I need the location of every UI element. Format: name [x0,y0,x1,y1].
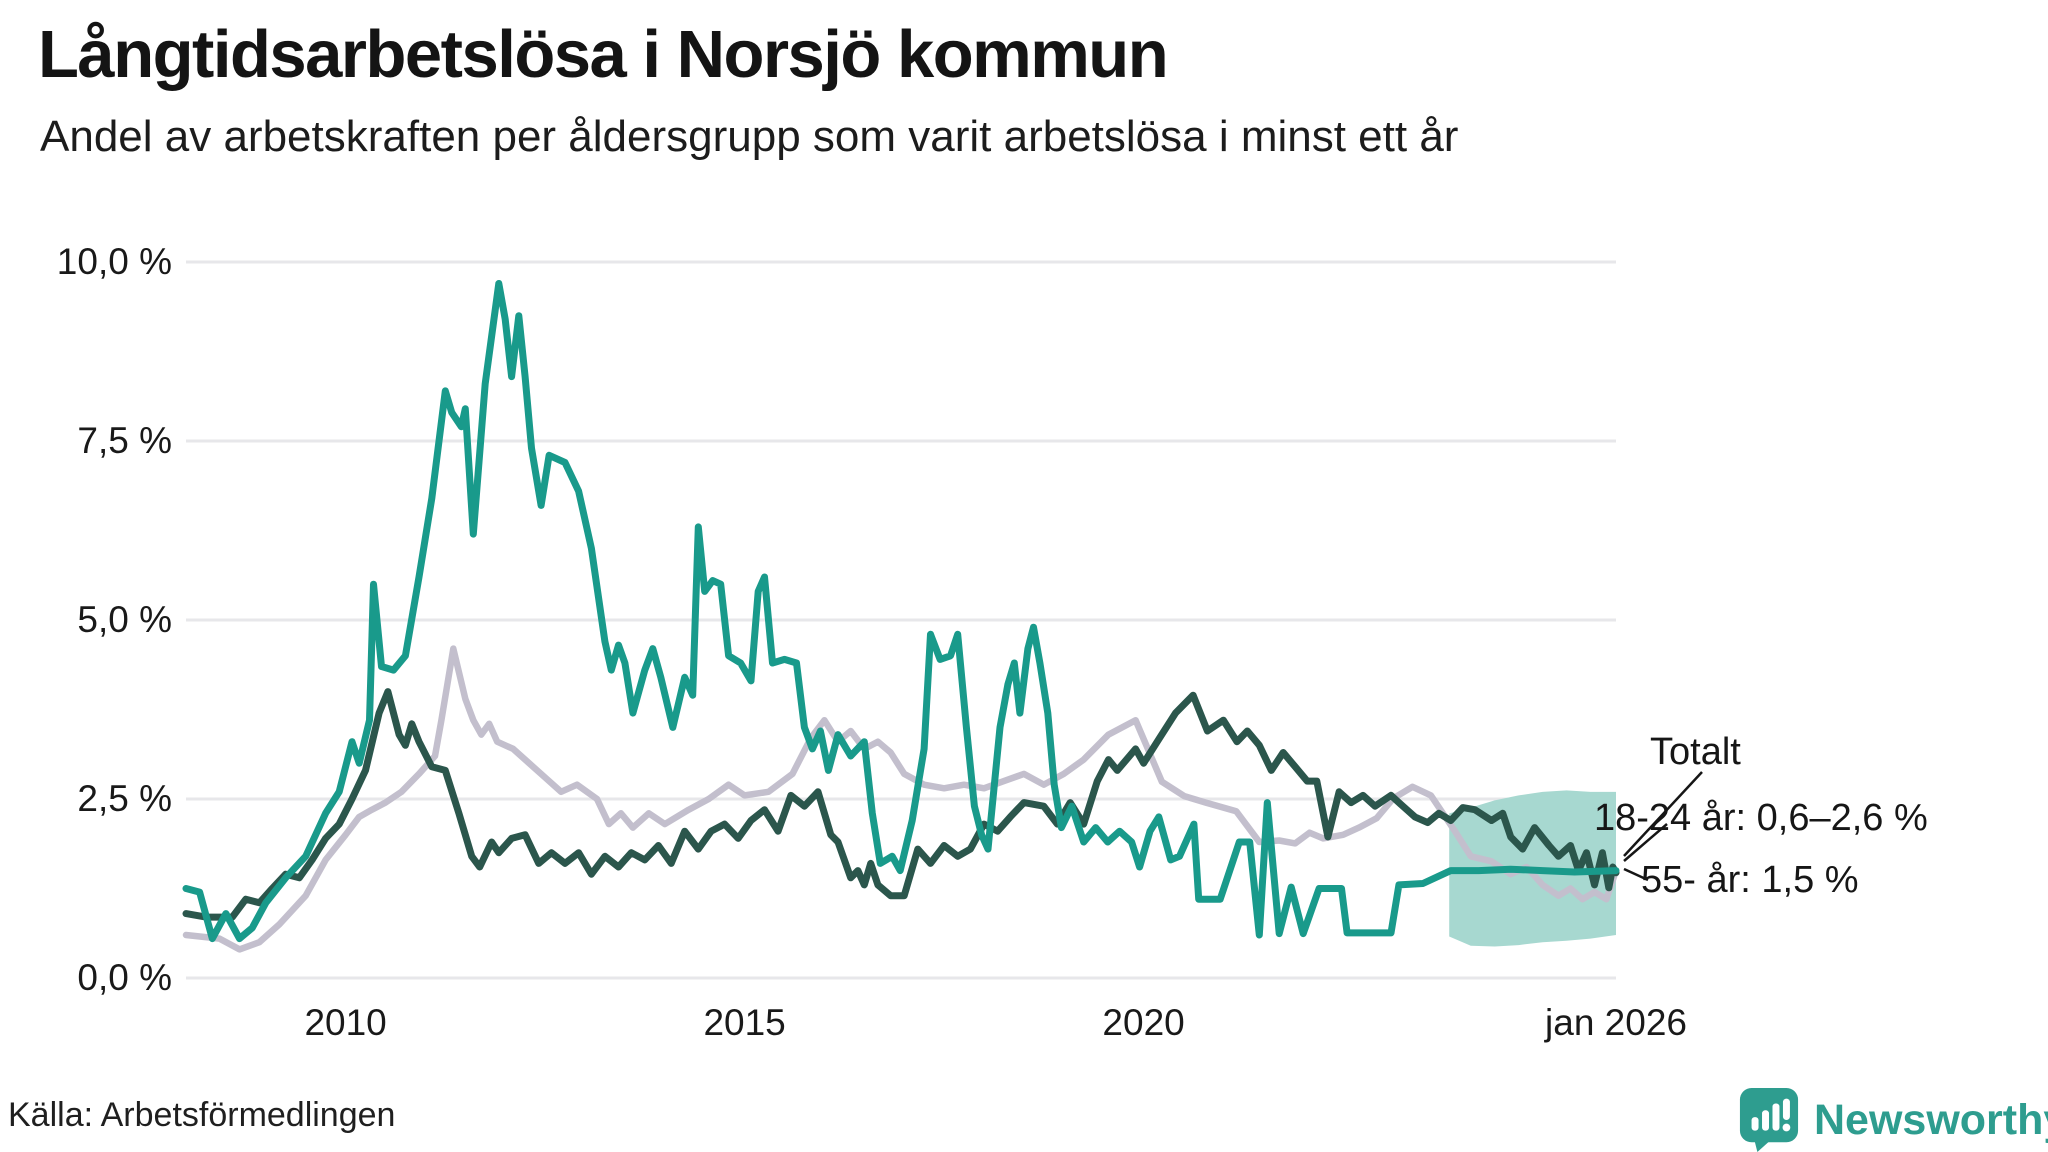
leader-line-senior [1623,867,1649,882]
source-caption: Källa: Arbetsförmedlingen [8,1096,396,1134]
newsworthy-icon [1739,1088,1799,1152]
x-axis-tick-label: 2010 [304,1002,387,1043]
x-axis-tick-label: jan 2026 [1545,1002,1687,1043]
chart-title: Långtidsarbetslösa i Norsjö kommun [38,17,1169,92]
y-axis-tick-label: 0,0 % [77,957,172,998]
chart-subtitle: Andel av arbetskraften per åldersgrupp s… [40,112,1459,161]
y-axis-tick-label: 10,0 % [56,241,172,282]
leader-line-youth [1623,823,1668,862]
series-line-total [182,688,1620,921]
y-axis-tick-label: 2,5 % [77,778,172,819]
series-line-youth [182,280,1620,943]
y-axis-tick-label: 7,5 % [77,420,172,461]
x-axis-tick-label: 2015 [703,1002,786,1043]
x-axis-tick-label: 2020 [1102,1002,1185,1043]
annotation-senior: 55- år: 1,5 % [1641,859,1859,901]
newsworthy-wordmark: Newsworthy [1814,1095,2048,1144]
leader-line-total [1623,771,1703,857]
y-axis-tick-label: 5,0 % [77,599,172,640]
annotation-total: Totalt [1650,731,1741,773]
newsworthy-logo[interactable]: Newsworthy [1738,1086,2048,1152]
annotation-youth: 18-24 år: 0,6–2,6 % [1594,797,1928,839]
